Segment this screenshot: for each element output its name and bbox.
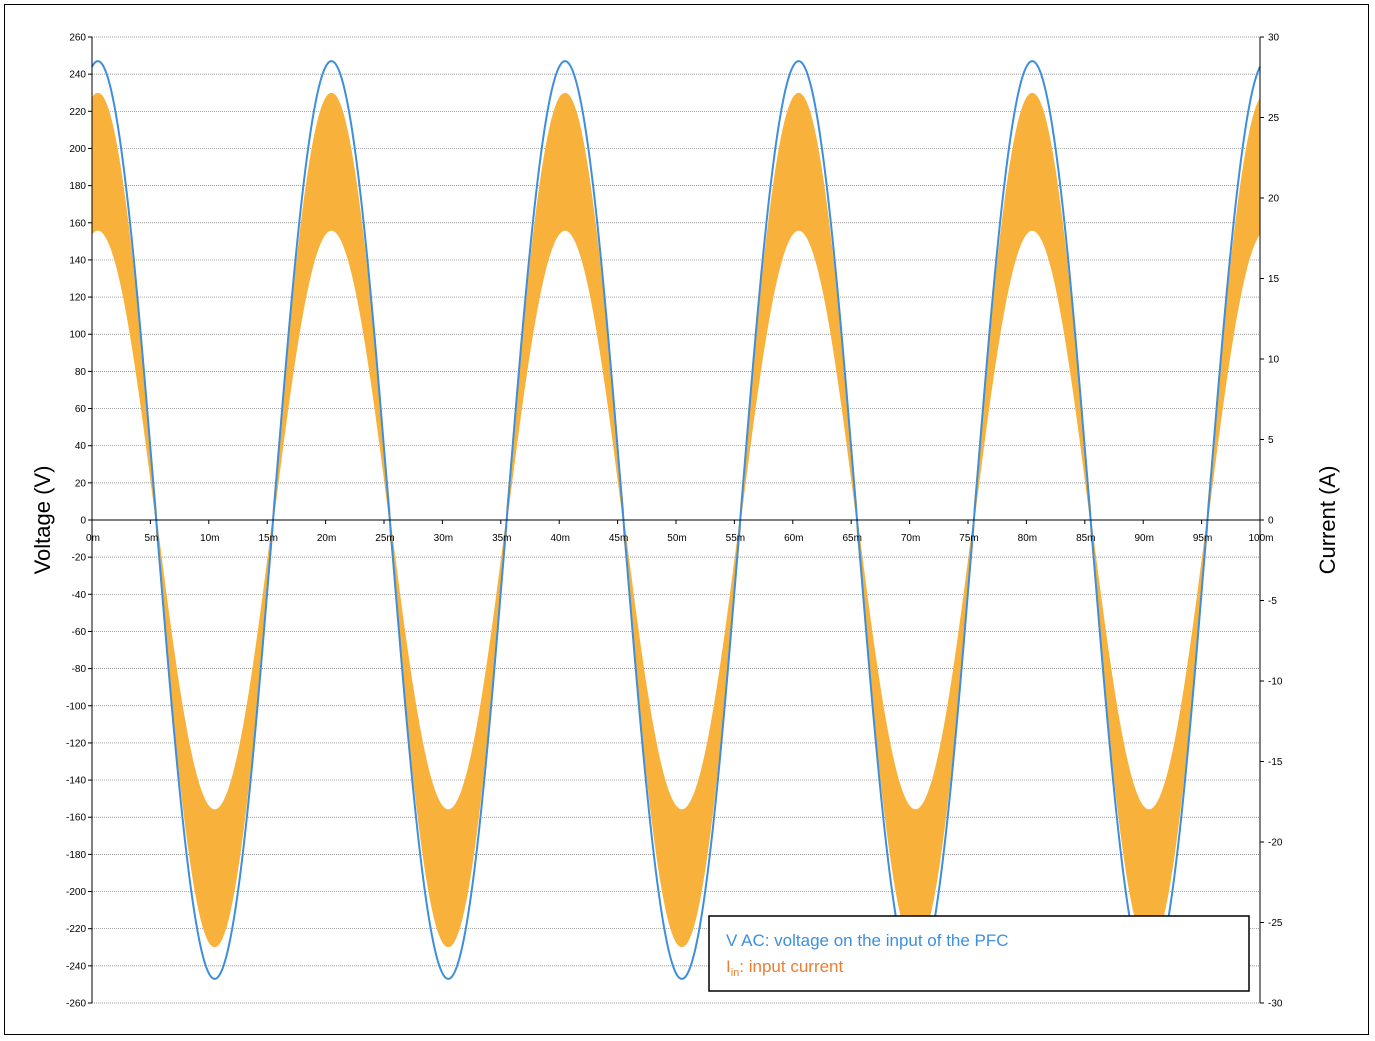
y2-tick-label: -10	[1268, 677, 1283, 688]
y2-tick-label: 5	[1268, 435, 1274, 446]
y-tick-label: -60	[72, 627, 87, 638]
y-tick-label: 100	[69, 330, 86, 341]
y-tick-label: -80	[72, 664, 87, 675]
y-tick-label: -200	[66, 887, 86, 898]
y-tick-label: 60	[75, 404, 87, 415]
x-tick-label: 35m	[492, 533, 511, 544]
current-label-text: : input current	[739, 957, 843, 976]
chart-frame	[4, 4, 1369, 1035]
y2-tick-label: -20	[1268, 838, 1283, 849]
x-tick-label: 70m	[901, 533, 920, 544]
right-tick-labels: 30 25 20 15 10 5 0 -5 -10 -15 -20 -25 -30	[1268, 33, 1283, 1010]
y2-tick-label: 20	[1268, 194, 1280, 205]
y-tick-label: 0	[80, 516, 86, 527]
axes	[88, 36, 1264, 1004]
y2-tick-label: 10	[1268, 355, 1280, 366]
y2-tick-label: 25	[1268, 113, 1280, 124]
y2-tick-label: 15	[1268, 274, 1280, 285]
x-tick-label: 45m	[609, 533, 628, 544]
y2-tick-label: -15	[1268, 757, 1283, 768]
y-tick-label: -120	[66, 738, 86, 749]
x-tick-label: 15m	[258, 533, 277, 544]
x-tick-label: 40m	[550, 533, 569, 544]
y-tick-label: 140	[69, 255, 86, 266]
y-tick-label: 200	[69, 144, 86, 155]
legend-entry-current: Iin: input current	[726, 957, 844, 979]
legend-box	[708, 915, 1250, 992]
y-tick-label: 160	[69, 218, 86, 229]
voltage-series-line	[91, 60, 1261, 980]
y-tick-label: -180	[66, 850, 86, 861]
y-tick-label: -160	[66, 813, 86, 824]
y-tick-label: -140	[66, 776, 86, 787]
current-subscript: in	[731, 967, 740, 979]
x-tick-label: 100m	[1248, 533, 1273, 544]
x-tick-label: 60m	[784, 533, 803, 544]
x-tick-label: 30m	[434, 533, 453, 544]
x-tick-label: 50m	[667, 533, 686, 544]
y-tick-label: -20	[72, 553, 87, 564]
x-tick-label: 85m	[1076, 533, 1095, 544]
y-tick-label: 180	[69, 181, 86, 192]
x-tick-label: 90m	[1134, 533, 1153, 544]
y-tick-label: -220	[66, 924, 86, 935]
y-tick-label: -260	[66, 999, 86, 1010]
legend: V AC: voltage on the input of the PFC Ii…	[708, 915, 1250, 992]
x-tick-label: 95m	[1193, 533, 1212, 544]
right-axis-title: Current (A)	[1315, 466, 1340, 575]
y-tick-label: 80	[75, 367, 87, 378]
y-tick-label: -40	[72, 590, 87, 601]
y-tick-label: 260	[69, 33, 86, 44]
y2-tick-label: 0	[1268, 516, 1274, 527]
legend-entry-voltage: V AC: voltage on the input of the PFC	[726, 931, 1009, 950]
y2-tick-label: -5	[1268, 596, 1277, 607]
left-tick-labels: 260240220200180160140120100806040200-20-…	[66, 33, 86, 1010]
x-tick-label: 5m	[144, 533, 158, 544]
y-tick-label: 240	[69, 70, 86, 81]
y-tick-label: 120	[69, 293, 86, 304]
left-axis-title: Voltage (V)	[30, 466, 55, 575]
x-tick-label: 25m	[375, 533, 394, 544]
x-tick-labels: 0m 5m 10m 15m 20m 25m 30m 35m 40m 45m 50m 55m 60m 65m…	[86, 533, 1273, 544]
x-tick-label: 65m	[842, 533, 861, 544]
x-tick-label: 80m	[1018, 533, 1037, 544]
x-tick-label: 10m	[200, 533, 219, 544]
y-tick-label: 20	[75, 478, 87, 489]
x-tick-label: 75m	[959, 533, 978, 544]
x-tick-label: 0m	[86, 533, 100, 544]
current-symbol: I	[726, 957, 731, 976]
y2-tick-label: 30	[1268, 33, 1280, 44]
y-tick-label: 40	[75, 441, 87, 452]
voltage-series-layer	[91, 60, 1261, 980]
x-tick-label: 55m	[726, 533, 745, 544]
y2-tick-label: -30	[1268, 999, 1283, 1010]
y-tick-label: -100	[66, 701, 86, 712]
y-tick-label: 220	[69, 107, 86, 118]
x-tick-label: 20m	[317, 533, 336, 544]
y-tick-label: -240	[66, 961, 86, 972]
y2-tick-label: -25	[1268, 918, 1283, 929]
